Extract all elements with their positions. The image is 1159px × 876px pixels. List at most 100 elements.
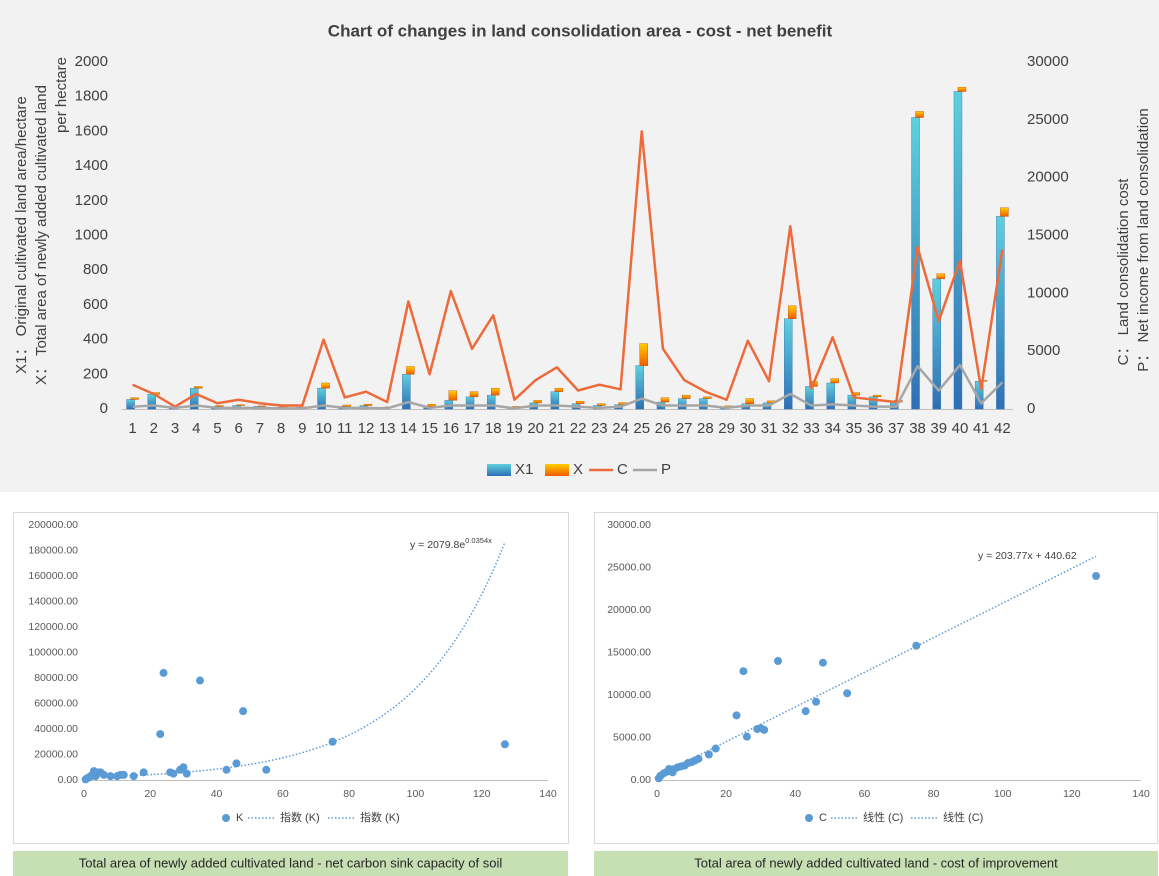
- x-tick-label: 30: [739, 420, 756, 437]
- x-tick-label: 23: [591, 420, 608, 437]
- point: [704, 750, 713, 759]
- bar: [406, 366, 415, 375]
- x-tick-label: 4: [192, 420, 200, 437]
- x-tick-label: 10: [315, 420, 332, 437]
- x-tick-label: 34: [824, 420, 841, 437]
- bar: [703, 396, 712, 399]
- bar: [236, 404, 245, 406]
- legend-label: 线性 (C): [943, 810, 983, 824]
- bar: [363, 403, 373, 406]
- bar: [575, 400, 585, 404]
- point: [843, 689, 852, 698]
- bar: [872, 394, 882, 398]
- legend-swatch: [222, 814, 230, 822]
- point: [156, 730, 165, 739]
- x-tick-label: 35: [846, 420, 863, 437]
- y2-tick-label: 20000: [1027, 169, 1069, 186]
- y-tick-label: 140000.00: [28, 595, 78, 607]
- x-tick-label: 40: [952, 420, 969, 437]
- y2-tick-label: 10000: [1027, 284, 1069, 301]
- point: [106, 772, 115, 781]
- y-tick-label: 25000.00: [607, 561, 651, 573]
- x-tick-label: 12: [358, 420, 375, 437]
- x-tick-label: 31: [761, 420, 778, 437]
- y2-tick-label: 25000: [1027, 111, 1069, 128]
- bar: [745, 398, 755, 404]
- bar: [321, 382, 330, 389]
- y2-tick-label: 30000: [1027, 53, 1069, 70]
- legend-swatch: [545, 464, 569, 476]
- y2-axis-label: P： Net income from land consolidation: [1135, 108, 1152, 371]
- y2-axis-label: C： Land consolidation cost: [1115, 178, 1132, 366]
- point: [176, 765, 185, 774]
- y-tick-label: 60000.00: [34, 697, 78, 709]
- bar: [533, 400, 542, 404]
- legend-label: K: [236, 812, 244, 824]
- left-caption-box: [13, 851, 568, 876]
- point: [912, 641, 921, 650]
- x-tick-label: 20: [144, 788, 156, 800]
- point: [262, 765, 271, 774]
- y-tick-label: 0.00: [631, 774, 652, 786]
- point: [742, 732, 751, 741]
- bar: [639, 343, 648, 366]
- point: [328, 737, 337, 746]
- x-tick-label: 14: [400, 420, 417, 437]
- x-tick-label: 39: [930, 420, 947, 437]
- x-tick-label: 2: [150, 420, 158, 437]
- point: [812, 697, 821, 706]
- bar: [677, 398, 687, 410]
- x-tick-label: 3: [171, 420, 179, 437]
- bar: [699, 398, 708, 410]
- point: [711, 744, 720, 753]
- trend-equation: y = 203.77x + 440.62: [978, 550, 1077, 562]
- x-tick-label: 140: [1132, 788, 1150, 800]
- x-tick-label: 36: [867, 420, 884, 437]
- x-tick-label: 42: [994, 420, 1011, 437]
- point: [81, 775, 90, 784]
- point: [196, 676, 204, 685]
- caption: Total area of newly added cultivated lan…: [694, 855, 1058, 870]
- y2-tick-label: 0: [1027, 400, 1035, 417]
- y-tick-label: 40000.00: [34, 723, 78, 735]
- x-tick-label: 20: [527, 420, 544, 437]
- y-tick-label: 20000.00: [607, 604, 651, 616]
- x-tick-label: 26: [655, 420, 672, 437]
- point: [654, 774, 663, 783]
- bar: [788, 305, 797, 319]
- point: [691, 756, 700, 765]
- point: [668, 768, 677, 777]
- point: [239, 707, 248, 716]
- point: [818, 658, 827, 667]
- x-tick-label: 29: [718, 420, 735, 437]
- x-tick-label: 24: [612, 420, 629, 437]
- x-tick-label: 38: [909, 420, 926, 437]
- point: [222, 765, 231, 774]
- line: [132, 130, 1004, 408]
- y-tick-label: 2000: [75, 53, 108, 70]
- legend-label: C: [617, 461, 628, 478]
- point: [801, 707, 810, 716]
- legend-label: P: [661, 461, 671, 478]
- bar: [491, 387, 500, 396]
- y-tick-label: 1000: [75, 226, 108, 243]
- trend-equation-base: y = 2079.8e: [410, 539, 465, 551]
- y-tick-label: 80000.00: [34, 672, 78, 684]
- x-tick-label: 18: [485, 420, 502, 437]
- bar: [465, 396, 475, 410]
- bar: [597, 403, 606, 406]
- x-tick-label: 100: [407, 788, 425, 800]
- bar: [915, 111, 924, 118]
- x-tick-label: 25: [633, 420, 650, 437]
- chart-title: Chart of changes in land consolidation a…: [328, 21, 833, 40]
- y-tick-label: 1400: [75, 157, 108, 174]
- bar: [635, 365, 644, 410]
- x-tick-label: 6: [235, 420, 243, 437]
- y-tick-label: 1800: [75, 88, 108, 105]
- bar: [953, 91, 963, 410]
- x-tick-label: 7: [256, 420, 264, 437]
- legend-label: 指数 (K): [360, 810, 400, 824]
- bar: [660, 397, 670, 403]
- y-axis-label: X： Total area of newly added cultivated …: [33, 85, 50, 385]
- x-tick-label: 32: [782, 420, 799, 437]
